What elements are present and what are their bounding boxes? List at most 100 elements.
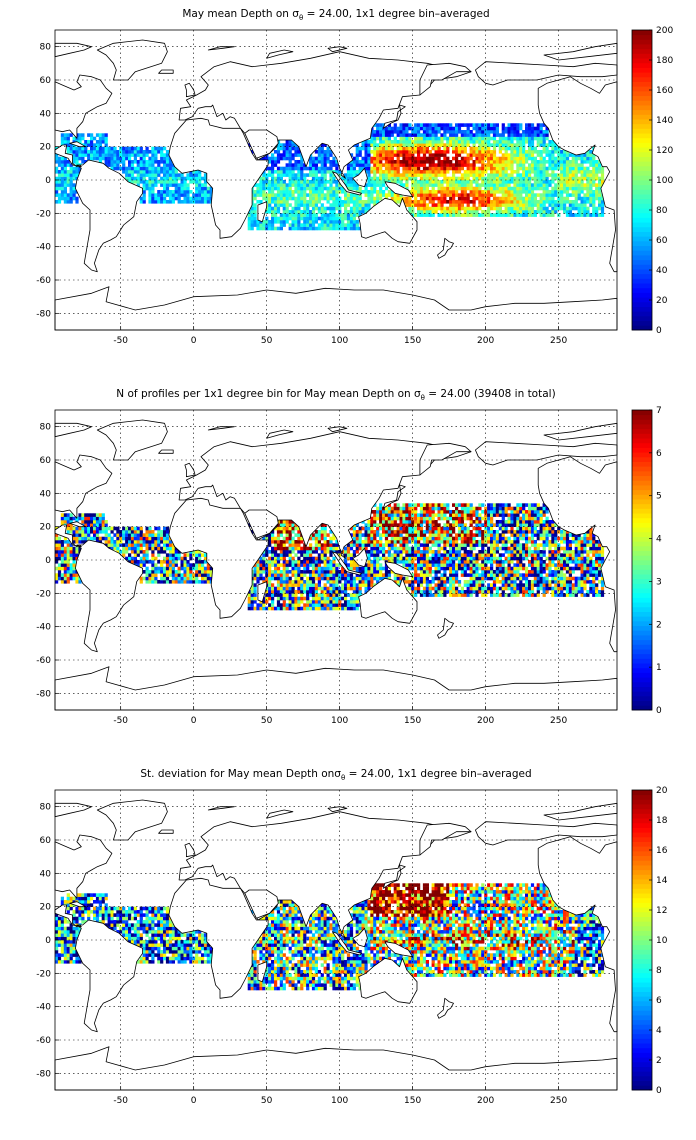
heatmap-cell — [399, 146, 403, 151]
heatmap-cell — [294, 150, 298, 154]
heatmap-cell — [335, 540, 339, 544]
heatmap-cell — [262, 553, 266, 557]
heatmap-cell — [551, 170, 555, 174]
heatmap-cell — [498, 140, 502, 144]
heatmap-cell — [320, 553, 324, 557]
heatmap-cell — [457, 193, 462, 197]
heatmap-cell — [309, 163, 313, 167]
heatmap-cell — [481, 183, 485, 187]
heatmap-cell — [119, 166, 123, 171]
heatmap-cell — [507, 130, 511, 134]
heatmap-cell — [174, 173, 178, 177]
heatmap-cell — [376, 513, 380, 517]
heatmap-cell — [528, 163, 532, 167]
heatmap-cell — [95, 523, 100, 527]
heatmap-cell — [355, 533, 359, 537]
heatmap-cell — [492, 190, 497, 194]
colorbar-step — [632, 95, 652, 101]
heatmap-cell — [349, 183, 354, 187]
heatmap-cell — [271, 546, 275, 551]
heatmap-cell — [60, 133, 64, 137]
heatmap-cell — [66, 540, 70, 544]
heatmap-cell — [370, 193, 374, 197]
heatmap-cell — [113, 160, 117, 164]
heatmap-cell — [548, 190, 552, 194]
heatmap-cell — [195, 563, 199, 567]
heatmap-cell — [504, 153, 508, 157]
heatmap-cell — [180, 183, 184, 187]
heatmap-cell — [300, 593, 304, 597]
heatmap-cell — [160, 196, 164, 201]
heatmap-cell — [317, 540, 321, 544]
heatmap-cell — [414, 586, 418, 591]
heatmap-cell — [300, 210, 304, 214]
heatmap-cell — [557, 193, 561, 197]
heatmap-cell — [346, 543, 351, 547]
heatmap-cell — [262, 183, 266, 187]
heatmap-cell — [346, 580, 351, 584]
heatmap-cell — [309, 606, 313, 611]
heatmap-cell — [408, 506, 412, 511]
heatmap-cell — [580, 203, 584, 207]
coastlines — [54, 39, 618, 331]
heatmap-cell — [247, 143, 251, 147]
heatmap-cell — [414, 203, 418, 207]
heatmap-cell — [195, 183, 199, 187]
heatmap-cell — [66, 550, 70, 554]
heatmap-cell — [311, 210, 316, 214]
heatmap-cell — [69, 133, 73, 137]
heatmap-cell — [142, 533, 146, 537]
heatmap-cell — [405, 550, 409, 554]
heatmap-cell — [291, 223, 295, 227]
heatmap-cell — [314, 560, 318, 564]
heatmap-cell — [294, 153, 298, 157]
heatmap-cell — [548, 200, 552, 204]
heatmap-cell — [297, 566, 301, 571]
heatmap-cell — [364, 210, 368, 214]
heatmap-cell — [411, 563, 415, 567]
heatmap-cell — [533, 160, 537, 164]
heatmap-cell — [72, 530, 76, 534]
heatmap-cell — [382, 123, 386, 127]
heatmap-cell — [498, 176, 502, 181]
heatmap-cell — [492, 153, 497, 157]
heatmap-cell — [577, 156, 581, 161]
heatmap-cell — [253, 190, 257, 194]
heatmap-cell — [460, 186, 464, 191]
heatmap-cell — [288, 203, 292, 207]
heatmap-cell — [63, 173, 67, 177]
heatmap-cell — [139, 563, 143, 567]
heatmap-cell — [130, 540, 135, 544]
heatmap-cell — [370, 536, 374, 541]
x-tick-label: 250 — [550, 336, 567, 346]
heatmap-cell — [355, 220, 359, 224]
heatmap-cell — [428, 210, 432, 214]
heatmap-cell — [408, 503, 412, 507]
heatmap-cell — [282, 546, 286, 551]
heatmap-cell — [478, 130, 482, 134]
heatmap-cell — [396, 193, 400, 197]
heatmap-cell — [379, 503, 383, 507]
heatmap-cell — [297, 220, 301, 224]
heatmap-cell — [393, 153, 397, 157]
heatmap-cell — [309, 583, 313, 587]
heatmap-cell — [311, 183, 316, 187]
heatmap-cell — [387, 190, 391, 194]
heatmap-cell — [323, 600, 327, 604]
heatmap-cell — [66, 520, 70, 524]
heatmap-cell — [437, 186, 441, 191]
heatmap-cell — [133, 166, 137, 171]
heatmap-cell — [399, 550, 403, 554]
heatmap-cell — [160, 573, 164, 577]
heatmap-cell — [335, 550, 339, 554]
heatmap-cell — [452, 186, 456, 191]
heatmap-cell — [443, 156, 447, 161]
heatmap-cell — [154, 166, 158, 171]
heatmap-cell — [320, 196, 324, 201]
heatmap-cell — [133, 160, 137, 164]
heatmap-cell — [297, 223, 301, 227]
heatmap-cell — [268, 560, 272, 564]
heatmap-cell — [358, 160, 362, 164]
heatmap-cell — [417, 170, 421, 174]
heatmap-cell — [352, 200, 356, 204]
